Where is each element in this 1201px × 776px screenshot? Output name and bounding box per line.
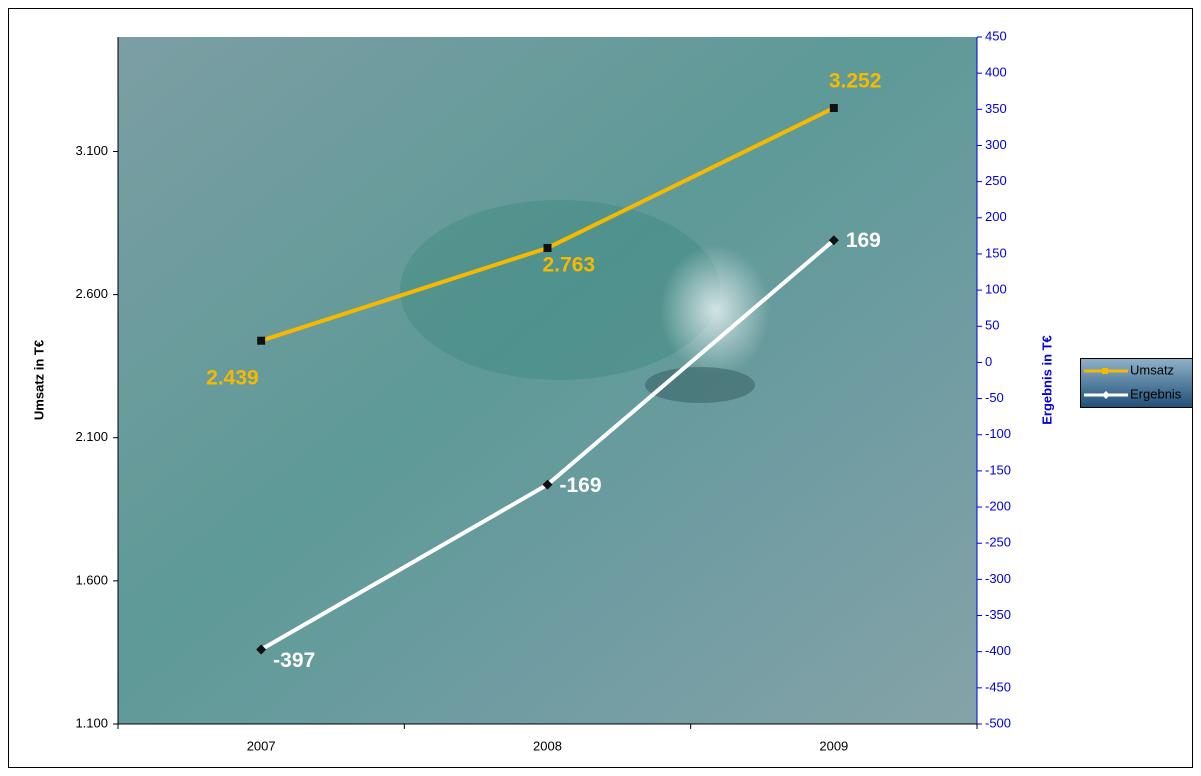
y-tick-label: 3.100: [75, 143, 108, 158]
x-tick-label: 2008: [533, 738, 562, 753]
marker: [829, 103, 838, 112]
y2-axis-title: Ergebnis in T€: [1039, 335, 1054, 425]
y2-tick-label: 350: [985, 101, 1007, 116]
y2-tick-label: -300: [985, 571, 1011, 586]
legend: [1080, 358, 1193, 408]
marker: [828, 235, 839, 246]
y2-tick-label: 50: [985, 318, 999, 333]
wave: [400, 200, 720, 380]
y2-tick-label: 150: [985, 245, 1007, 260]
y-tick-label: 1.600: [75, 572, 108, 587]
y2-tick-label: 250: [985, 173, 1007, 188]
y2-tick-label: 450: [985, 28, 1007, 43]
value-label: 2.439: [206, 366, 259, 389]
value-label: -397: [273, 649, 315, 672]
value-label: 169: [846, 229, 881, 252]
marker: [257, 336, 266, 345]
y2-tick-label: 400: [985, 65, 1007, 80]
y2-tick-label: -400: [985, 643, 1011, 658]
x-tick-label: 2009: [819, 738, 848, 753]
value-label: 3.252: [829, 70, 882, 93]
y-tick-label: 2.100: [75, 429, 108, 444]
y2-tick-label: -250: [985, 535, 1011, 550]
legend-label: Ergebnis: [1130, 386, 1182, 401]
wave-splash: [660, 245, 770, 375]
y2-tick-label: -150: [985, 462, 1011, 477]
marker: [543, 243, 552, 252]
x-tick-label: 2007: [247, 738, 276, 753]
plot-background: [118, 37, 977, 724]
y2-tick-label: -200: [985, 498, 1011, 513]
y-tick-label: 1.100: [75, 715, 108, 730]
marker: [256, 644, 267, 655]
y2-tick-label: -500: [985, 715, 1011, 730]
y-tick-label: 2.600: [75, 286, 108, 301]
y2-tick-label: -450: [985, 679, 1011, 694]
y2-tick-label: -350: [985, 607, 1011, 622]
y2-tick-label: -50: [985, 390, 1004, 405]
y-axis-title: Umsatz in T€: [31, 340, 46, 420]
marker: [542, 479, 553, 490]
legend-marker: [1102, 368, 1108, 374]
legend-label: Umsatz: [1130, 362, 1174, 377]
y2-tick-label: 100: [985, 282, 1007, 297]
y2-tick-label: 200: [985, 209, 1007, 224]
legend-marker: [1102, 391, 1110, 399]
value-label: 2.763: [543, 254, 596, 277]
y2-tick-label: 300: [985, 137, 1007, 152]
y2-tick-label: 0: [985, 354, 992, 369]
value-label: -169: [560, 474, 602, 497]
y2-tick-label: -100: [985, 426, 1011, 441]
